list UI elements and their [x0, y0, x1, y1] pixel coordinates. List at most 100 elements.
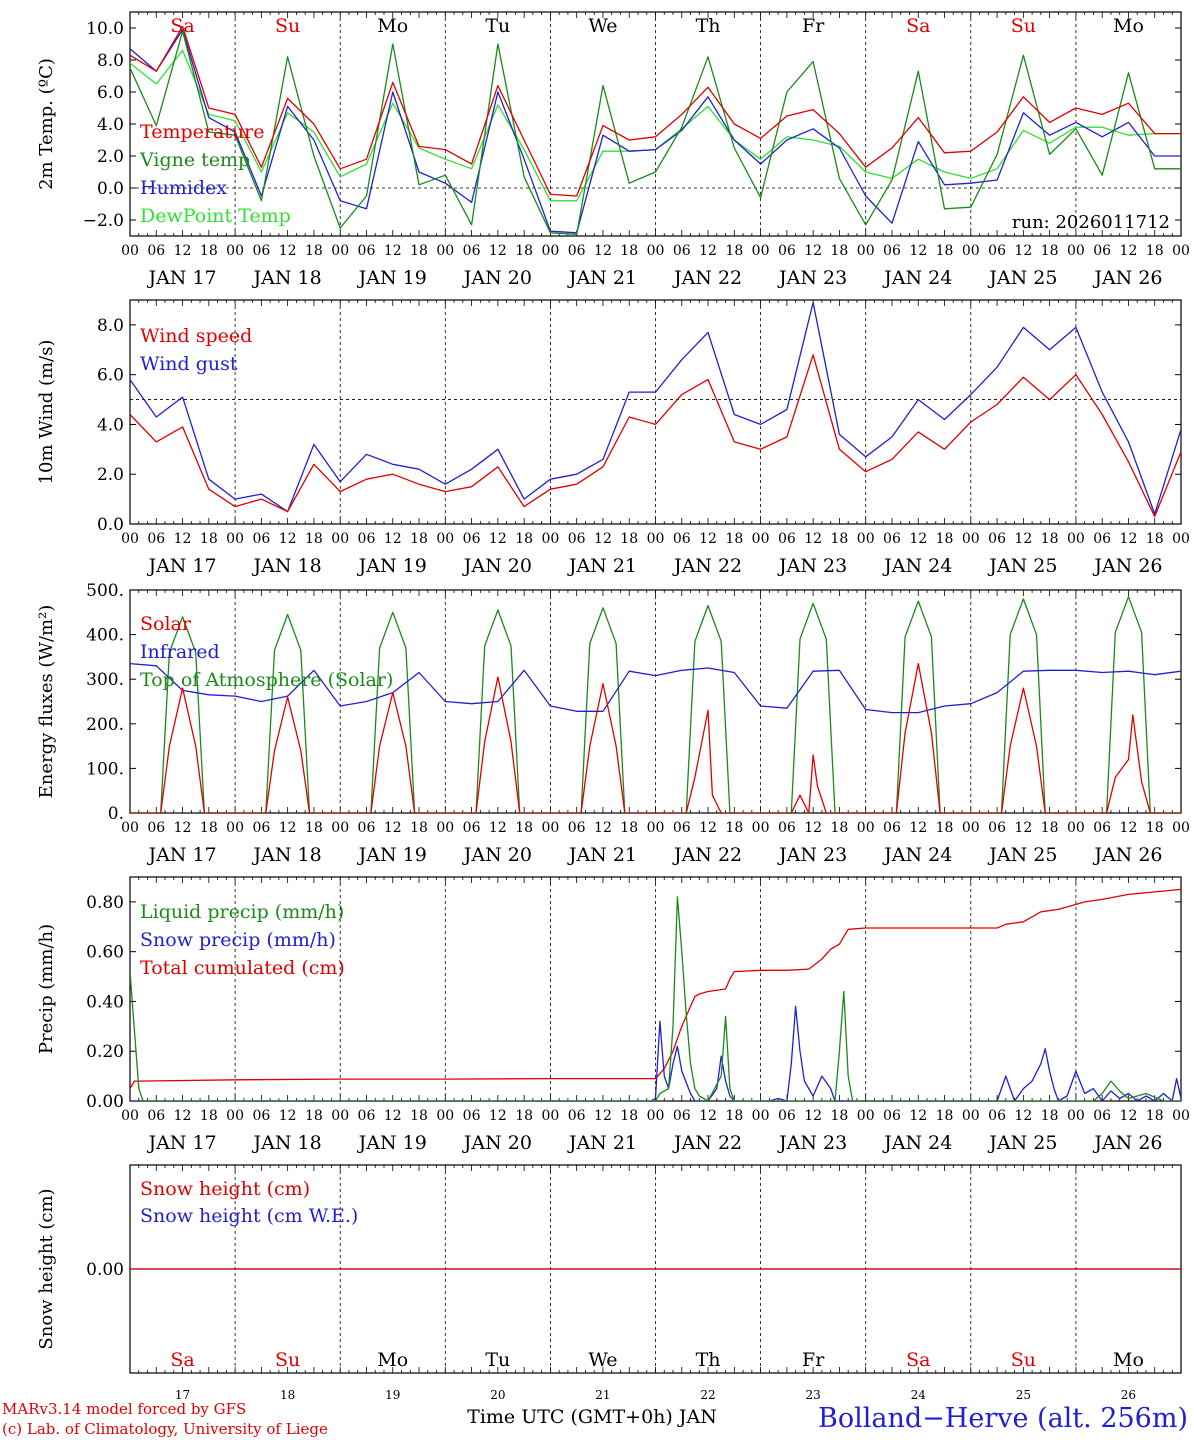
hour-tick-label: 06 [673, 531, 691, 547]
date-label: JAN 22 [672, 844, 742, 866]
hour-tick-label: 00 [962, 1108, 980, 1124]
hour-tick-label: 18 [831, 531, 849, 547]
hour-tick-label: 18 [1146, 531, 1164, 547]
weekday-label: Mo [1113, 1349, 1144, 1371]
hour-tick-label: 18 [1041, 531, 1059, 547]
date-label: JAN 19 [357, 267, 427, 289]
hour-tick-label: 00 [541, 243, 559, 259]
weekday-label: Th [696, 1349, 721, 1371]
hour-tick-label: 00 [436, 531, 454, 547]
hour-tick-label: 12 [909, 820, 927, 836]
hour-tick-label: 00 [436, 1108, 454, 1124]
hour-tick-label: 12 [594, 531, 612, 547]
hour-tick-label: 06 [778, 531, 796, 547]
hour-tick-label: 00 [647, 243, 665, 259]
y-tick-label: 400. [86, 626, 124, 646]
hour-tick-label: 00 [647, 820, 665, 836]
hour-tick-label: 06 [358, 531, 376, 547]
hour-tick-label: 18 [620, 243, 638, 259]
y-tick-label: 500. [86, 581, 124, 601]
hour-tick-label: 06 [778, 243, 796, 259]
hour-tick-label: 12 [909, 243, 927, 259]
hour-tick-label: 06 [1093, 820, 1111, 836]
date-label: JAN 21 [567, 555, 637, 577]
hour-tick-label: 06 [463, 820, 481, 836]
series-line-top-of-atmosphere-solar- [130, 596, 1181, 813]
hour-tick-label: 00 [1172, 531, 1190, 547]
date-label: JAN 22 [672, 1132, 742, 1154]
plot-frame [129, 589, 1182, 814]
panel-3: 0. 100. 200. 300. 400. 500. Energy fluxes (W/m… [36, 581, 1190, 866]
hour-tick-label: 18 [936, 531, 954, 547]
hour-tick-label: 06 [988, 243, 1006, 259]
hour-tick-label: 06 [358, 243, 376, 259]
y-tick-label: −2.0 [83, 211, 124, 231]
hour-tick-label: 18 [936, 1108, 954, 1124]
hour-tick-label: 12 [1120, 820, 1138, 836]
series-line-humidex [130, 28, 1181, 234]
hour-tick-label: 00 [541, 1108, 559, 1124]
weekday-label: We [588, 1349, 617, 1371]
hour-tick-label: 12 [804, 531, 822, 547]
date-label: JAN 25 [987, 844, 1057, 866]
hour-tick-label: 12 [489, 1108, 507, 1124]
weekday-label: Th [696, 15, 721, 37]
hour-tick-label: 12 [909, 531, 927, 547]
hour-tick-label: 18 [305, 820, 323, 836]
date-short-label: 22 [700, 1388, 715, 1402]
hour-tick-label: 18 [1146, 820, 1164, 836]
hour-tick-label: 00 [962, 531, 980, 547]
weekday-label: Fr [802, 15, 825, 37]
hour-tick-label: 00 [1172, 820, 1190, 836]
hour-tick-label: 18 [620, 531, 638, 547]
hour-tick-label: 06 [568, 243, 586, 259]
hour-tick-label: 00 [331, 531, 349, 547]
date-short-label: 23 [806, 1388, 821, 1402]
y-tick-label: 2.0 [97, 147, 124, 167]
y-axis-label: Precip (mm/h) [36, 924, 57, 1054]
y-tick-label: 0.80 [86, 893, 124, 913]
weekday-label: Sa [906, 15, 930, 37]
hour-tick-label: 18 [831, 243, 849, 259]
weekday-label: Sa [906, 1349, 930, 1371]
hour-tick-label: 00 [121, 1108, 139, 1124]
hour-tick-label: 00 [857, 243, 875, 259]
hour-tick-label: 00 [226, 531, 244, 547]
y-tick-label: 0.60 [86, 943, 124, 963]
y-axis-label: 10m Wind (m/s) [36, 340, 57, 485]
date-label: JAN 20 [462, 844, 532, 866]
hour-tick-label: 12 [1120, 243, 1138, 259]
hour-tick-label: 06 [1093, 1108, 1111, 1124]
date-label: JAN 17 [146, 267, 216, 289]
y-tick-label: 4.0 [97, 115, 124, 135]
date-label: JAN 24 [882, 1132, 952, 1154]
hour-tick-label: 00 [121, 243, 139, 259]
hour-tick-label: 12 [909, 1108, 927, 1124]
legend-entry: Humidex [140, 177, 227, 199]
hour-tick-label: 12 [1014, 531, 1032, 547]
weekday-label: Sa [170, 1349, 194, 1371]
date-label: JAN 21 [567, 844, 637, 866]
hour-tick-label: 12 [699, 243, 717, 259]
hour-tick-label: 00 [647, 1108, 665, 1124]
legend-entry: Snow height (cm) [140, 1178, 310, 1200]
legend-entry: Snow height (cm W.E.) [140, 1205, 358, 1227]
hour-tick-label: 00 [541, 820, 559, 836]
hour-tick-label: 00 [1067, 820, 1085, 836]
plot-frame [129, 11, 1182, 237]
hour-tick-label: 06 [358, 1108, 376, 1124]
hour-tick-label: 06 [252, 243, 270, 259]
hour-tick-label: 12 [804, 243, 822, 259]
y-tick-label: 0.0 [97, 179, 124, 199]
legend-entry: Vigne temp [139, 149, 250, 171]
hour-tick-label: 12 [804, 1108, 822, 1124]
hour-tick-label: 18 [515, 531, 533, 547]
weekday-label: Tu [485, 15, 510, 37]
weekday-label: Su [275, 15, 300, 37]
hour-tick-label: 06 [883, 243, 901, 259]
hour-tick-label: 06 [252, 531, 270, 547]
hour-tick-label: 12 [489, 531, 507, 547]
date-label: JAN 19 [357, 555, 427, 577]
hour-tick-label: 12 [699, 531, 717, 547]
